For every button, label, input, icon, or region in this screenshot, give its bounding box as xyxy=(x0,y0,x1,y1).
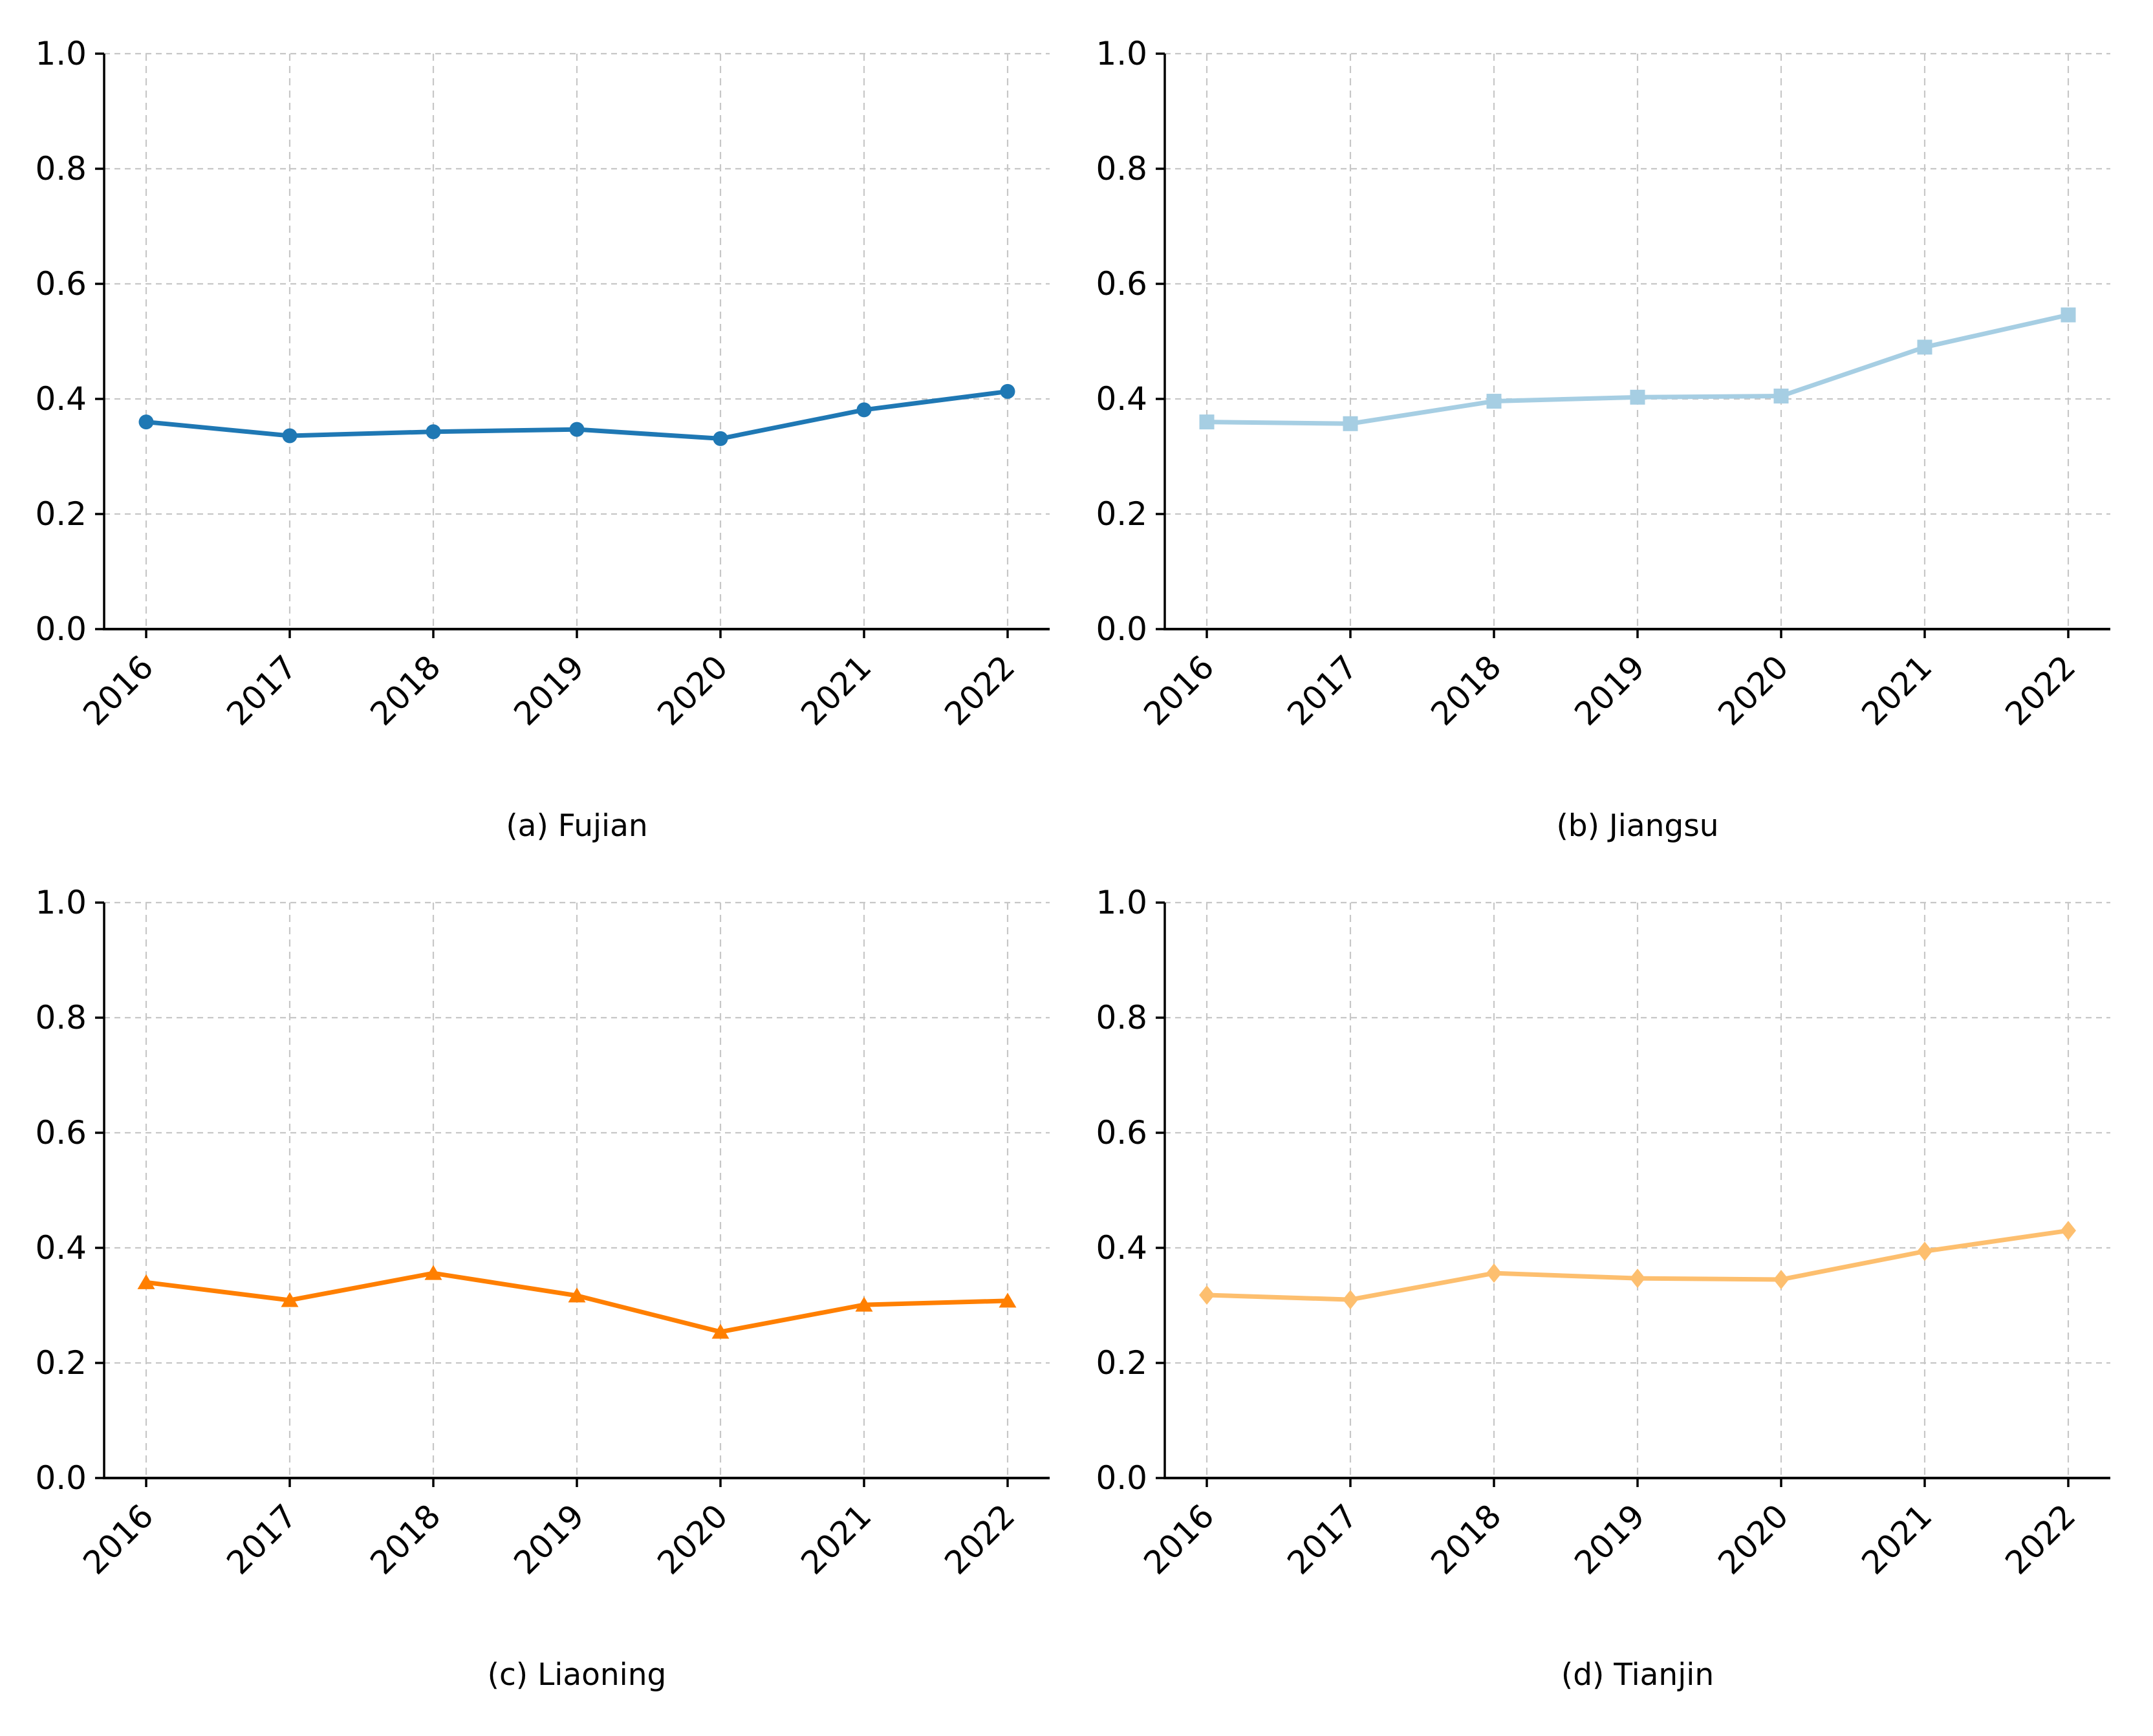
line-chart-tianjin: 0.0 0.2 0.4 0.6 0.8 1.0 2016 2017 2018 2019 2020 20… xyxy=(1096,884,2110,1581)
x-tick-label: 2021 xyxy=(794,648,878,733)
x-tick-label: 2016 xyxy=(76,1497,160,1581)
data-point-marker xyxy=(138,414,154,430)
y-tick-label: 0.2 xyxy=(1096,495,1147,533)
y-tick-label: 0.2 xyxy=(35,495,87,533)
y-tick-label: 0.4 xyxy=(35,1229,87,1267)
data-point-marker xyxy=(1199,1285,1215,1305)
x-tick-label: 2018 xyxy=(363,1497,448,1581)
data-point-marker xyxy=(1343,1290,1358,1310)
data-point-marker xyxy=(1917,339,1932,355)
y-tick-label: 0.0 xyxy=(35,1459,87,1497)
x-tick-label: 2021 xyxy=(1854,1497,1939,1581)
data-point-marker xyxy=(281,1292,299,1307)
x-tick-label: 2017 xyxy=(1280,1497,1365,1581)
y-tick-label: 1.0 xyxy=(1096,884,1147,921)
subplot-caption-liaoning: (c) Liaoning xyxy=(487,1657,667,1693)
x-tick-label: 2022 xyxy=(1998,648,2083,733)
data-point-marker xyxy=(711,1323,730,1339)
data-point-marker xyxy=(1000,383,1015,399)
data-point-marker xyxy=(282,428,298,444)
line-chart-fujian: 0.0 0.2 0.4 0.6 0.8 1.0 2016 2017 2018 2019 2020 20… xyxy=(35,35,1050,733)
y-tick-label: 0.4 xyxy=(1096,380,1147,418)
data-point-marker xyxy=(1199,414,1215,430)
y-tick-label: 0.0 xyxy=(1096,610,1147,648)
x-tick-label: 2021 xyxy=(1854,648,1939,733)
y-tick-label: 0.8 xyxy=(35,999,87,1036)
data-point-marker xyxy=(1343,416,1358,431)
data-point-marker xyxy=(713,431,728,446)
x-tick-label: 2019 xyxy=(506,1497,591,1581)
y-tick-label: 0.6 xyxy=(1096,265,1147,303)
x-tick-label: 2019 xyxy=(1567,1497,1652,1581)
x-tick-label: 2018 xyxy=(1423,648,1508,733)
x-tick-label: 2022 xyxy=(937,1497,1022,1581)
y-tick-label: 0.6 xyxy=(35,1114,87,1152)
y-tick-label: 0.4 xyxy=(35,380,87,418)
y-tick-label: 1.0 xyxy=(35,884,87,921)
data-point-marker xyxy=(855,1296,873,1312)
data-point-marker xyxy=(1486,1263,1502,1283)
x-tick-label: 2017 xyxy=(1280,648,1365,733)
data-point-marker xyxy=(424,1265,442,1280)
data-point-marker xyxy=(1630,1269,1645,1289)
subplot-caption-fujian: (a) Fujian xyxy=(506,808,648,844)
y-tick-label: 1.0 xyxy=(35,35,87,72)
y-tick-label: 0.0 xyxy=(35,610,87,648)
data-point-marker xyxy=(1773,389,1789,404)
x-tick-label: 2016 xyxy=(76,648,160,733)
y-tick-label: 0.8 xyxy=(35,150,87,188)
y-tick-label: 0.2 xyxy=(35,1344,87,1382)
y-tick-label: 0.0 xyxy=(1096,1459,1147,1497)
data-point-marker xyxy=(2061,1221,2076,1241)
line-chart-liaoning: 0.0 0.2 0.4 0.6 0.8 1.0 2016 2017 2018 2019 2020 20… xyxy=(35,884,1050,1581)
y-tick-label: 0.6 xyxy=(35,265,87,303)
y-tick-label: 0.2 xyxy=(1096,1344,1147,1382)
x-tick-label: 2020 xyxy=(650,648,735,733)
data-point-marker xyxy=(1917,1241,1932,1261)
data-point-marker xyxy=(426,424,441,440)
y-tick-label: 0.4 xyxy=(1096,1229,1147,1267)
x-tick-label: 2017 xyxy=(219,1497,304,1581)
x-tick-label: 2016 xyxy=(1136,648,1221,733)
x-tick-label: 2018 xyxy=(1423,1497,1508,1581)
subplot-caption-tianjin: (d) Tianjin xyxy=(1561,1657,1715,1693)
x-tick-label: 2022 xyxy=(1998,1497,2083,1581)
x-tick-label: 2021 xyxy=(794,1497,878,1581)
x-tick-label: 2020 xyxy=(650,1497,735,1581)
x-tick-label: 2020 xyxy=(1711,648,1795,733)
data-point-marker xyxy=(137,1274,155,1289)
y-tick-label: 0.8 xyxy=(1096,999,1147,1036)
data-point-marker xyxy=(1773,1269,1789,1289)
x-tick-label: 2019 xyxy=(506,648,591,733)
x-tick-label: 2018 xyxy=(363,648,448,733)
y-tick-label: 0.6 xyxy=(1096,1114,1147,1152)
data-point-marker xyxy=(999,1292,1017,1308)
data-point-marker xyxy=(856,402,872,418)
data-point-marker xyxy=(1486,394,1502,409)
subplot-caption-jiangsu: (b) Jiangsu xyxy=(1556,808,1719,844)
data-line xyxy=(1204,312,2071,426)
data-point-marker xyxy=(569,422,585,437)
y-tick-label: 0.8 xyxy=(1096,150,1147,188)
x-tick-label: 2019 xyxy=(1567,648,1652,733)
data-point-marker xyxy=(568,1287,586,1303)
x-tick-label: 2020 xyxy=(1711,1497,1795,1581)
x-tick-label: 2022 xyxy=(937,648,1022,733)
x-tick-label: 2017 xyxy=(219,648,304,733)
x-tick-label: 2016 xyxy=(1136,1497,1221,1581)
line-chart-jiangsu: 0.0 0.2 0.4 0.6 0.8 1.0 2016 2017 2018 2019 2020 20… xyxy=(1096,35,2110,733)
data-point-marker xyxy=(2061,307,2076,323)
data-point-marker xyxy=(1630,389,1645,405)
y-tick-label: 1.0 xyxy=(1096,35,1147,72)
